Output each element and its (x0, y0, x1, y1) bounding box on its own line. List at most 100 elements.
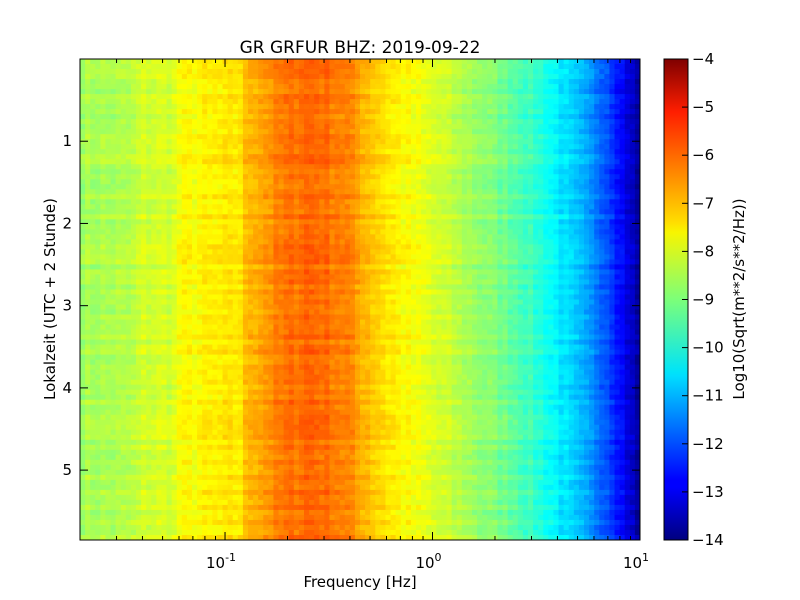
heatmap-cell (324, 224, 331, 230)
heatmap-cell (273, 224, 280, 230)
heatmap-cell (360, 89, 366, 95)
heatmap-cell (614, 169, 621, 175)
heatmap-cell (319, 229, 325, 235)
heatmap-cell (304, 119, 310, 125)
heatmap-cell (461, 94, 468, 100)
heatmap-cell (441, 74, 448, 80)
heatmap-cell (314, 119, 320, 125)
heatmap-cell (217, 129, 224, 135)
heatmap-cell (237, 79, 244, 85)
heatmap-cell (563, 189, 570, 195)
heatmap-cell (146, 89, 152, 95)
heatmap-cell (217, 114, 224, 120)
heatmap-cell (258, 229, 264, 235)
heatmap-cell (441, 249, 448, 256)
heatmap-cell (217, 259, 224, 266)
heatmap-cell (578, 254, 585, 261)
heatmap-cell (548, 139, 555, 145)
heatmap-cell (141, 264, 147, 271)
heatmap-cell (186, 99, 193, 105)
heatmap-cell (334, 244, 341, 250)
heatmap-cell (497, 179, 504, 185)
heatmap-cell (451, 209, 458, 215)
heatmap-cell (197, 234, 203, 240)
heatmap-cell (629, 129, 636, 135)
heatmap-cell (487, 274, 493, 281)
heatmap-cell (568, 89, 575, 95)
heatmap-cell (329, 144, 336, 150)
heatmap-cell (293, 199, 300, 205)
heatmap-cell (105, 154, 112, 160)
heatmap-cell (528, 129, 534, 135)
heatmap-cell (227, 94, 234, 100)
heatmap-cell (522, 269, 529, 276)
heatmap-cell (176, 284, 183, 291)
heatmap-cell (324, 269, 331, 276)
heatmap-cell (324, 204, 331, 210)
heatmap-cell (634, 64, 640, 70)
heatmap-cell (599, 179, 605, 185)
heatmap-cell (181, 129, 188, 135)
heatmap-cell (385, 134, 392, 140)
heatmap-cell (278, 269, 285, 276)
heatmap-cell (461, 169, 468, 175)
heatmap-cell (594, 144, 600, 150)
heatmap-cell (278, 144, 285, 150)
heatmap-cell (314, 264, 320, 271)
heatmap-cell (227, 129, 234, 135)
heatmap-cell (283, 149, 290, 155)
heatmap-cell (85, 134, 91, 140)
heatmap-cell (466, 104, 473, 110)
heatmap-cell (105, 119, 112, 125)
heatmap-cell (385, 129, 392, 135)
heatmap-cell (522, 104, 529, 110)
heatmap-cell (578, 169, 585, 175)
heatmap-cell (268, 159, 275, 165)
heatmap-cell (609, 99, 616, 105)
heatmap-cell (192, 239, 198, 245)
heatmap-cell (533, 129, 539, 135)
heatmap-cell (589, 249, 595, 256)
heatmap-cell (207, 89, 213, 95)
heatmap-cell (497, 79, 504, 85)
heatmap-cell (141, 74, 147, 80)
heatmap-cell (314, 224, 320, 230)
heatmap-cell (619, 74, 626, 80)
heatmap-cell (563, 274, 570, 281)
heatmap-cell (619, 179, 626, 185)
heatmap-cell (283, 144, 290, 150)
heatmap-cell (365, 189, 371, 195)
heatmap-cell (594, 184, 600, 190)
heatmap-cell (186, 204, 193, 210)
heatmap-cell (258, 169, 264, 175)
heatmap-cell (451, 214, 458, 220)
heatmap-cell (487, 174, 493, 180)
heatmap-cell (90, 239, 96, 245)
heatmap-cell (634, 259, 640, 266)
heatmap-cell (100, 204, 107, 210)
heatmap-cell (400, 279, 407, 286)
heatmap-cell (629, 89, 636, 95)
heatmap-cell (624, 134, 631, 140)
heatmap-cell (334, 214, 341, 220)
heatmap-cell (507, 209, 514, 215)
heatmap-cell (324, 264, 331, 271)
heatmap-cell (349, 84, 356, 90)
heatmap-cell (604, 109, 611, 115)
heatmap-cell (222, 259, 229, 266)
heatmap-cell (548, 69, 555, 75)
heatmap-cell (186, 134, 193, 140)
heatmap-cell (380, 69, 387, 75)
heatmap-cell (125, 214, 132, 220)
heatmap-cell (207, 209, 213, 215)
heatmap-cell (171, 229, 178, 235)
heatmap-cell (100, 104, 107, 110)
heatmap-cell (380, 199, 387, 205)
heatmap-cell (161, 249, 168, 256)
heatmap-cell (405, 94, 412, 100)
heatmap-cell (268, 144, 275, 150)
heatmap-cell (512, 239, 519, 245)
heatmap-cell (181, 249, 188, 256)
heatmap-cell (624, 74, 631, 80)
heatmap-cell (558, 64, 565, 70)
